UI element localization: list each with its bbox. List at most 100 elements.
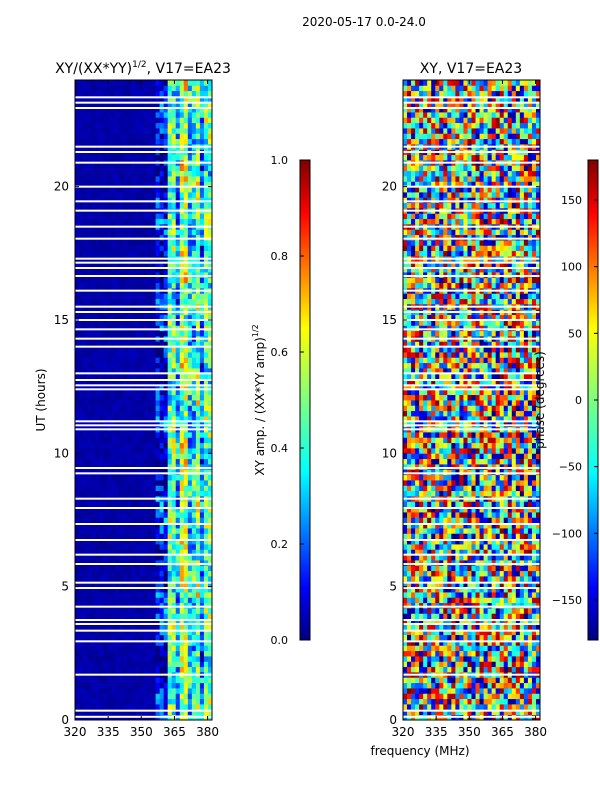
heatmap-cell: [151, 565, 156, 572]
heatmap-cell: [119, 378, 124, 385]
heatmap-cell: [483, 618, 489, 625]
heatmap-cell: [131, 362, 136, 369]
heatmap-cell: [107, 629, 112, 636]
heatmap-cell: [103, 560, 108, 566]
heatmap-cell: [471, 597, 476, 604]
heatmap-cell: [127, 410, 132, 417]
heatmap-cell: [423, 645, 428, 652]
heatmap-cell: [111, 437, 116, 444]
heatmap-cell: [95, 245, 100, 252]
heatmap-cell: [127, 128, 132, 134]
heatmap-cell: [187, 325, 193, 332]
heatmap-cell: [407, 698, 412, 705]
heatmap-cell: [135, 613, 140, 620]
heatmap-cell: [187, 90, 193, 97]
heatmap-cell: [95, 437, 100, 444]
y-tick-label: 0: [61, 713, 69, 727]
heatmap-cell: [187, 352, 193, 358]
heatmap-cell: [151, 618, 156, 625]
heatmap-cell: [183, 581, 189, 588]
heatmap-cell: [95, 480, 100, 486]
heatmap-cell: [119, 634, 124, 641]
heatmap-cell: [415, 704, 420, 710]
heatmap-cell: [183, 389, 189, 396]
heatmap-cell: [207, 613, 213, 620]
heatmap-cell: [171, 101, 177, 108]
heatmap-cell: [195, 634, 201, 641]
heatmap-cell: [463, 677, 468, 684]
heatmap-cell: [199, 416, 205, 422]
heatmap-cell: [87, 202, 92, 209]
heatmap-cell: [87, 405, 92, 412]
heatmap-cell: [495, 709, 501, 716]
heatmap-cell: [79, 522, 84, 529]
heatmap-cell: [151, 538, 156, 545]
heatmap-cell: [123, 202, 128, 209]
heatmap-cell: [135, 410, 140, 417]
heatmap-cell: [479, 645, 484, 652]
heatmap-cell: [107, 512, 112, 518]
heatmap-cell: [171, 480, 177, 486]
heatmap-cell: [183, 576, 189, 582]
heatmap-cell: [187, 421, 193, 428]
heatmap-cell: [115, 421, 120, 428]
heatmap-cell: [135, 400, 140, 406]
heatmap-cell: [183, 602, 189, 609]
heatmap-cell: [203, 218, 209, 225]
heatmap-cell: [135, 650, 140, 657]
heatmap-cell: [115, 352, 120, 358]
heatmap-cell: [111, 410, 116, 417]
heatmap-cell: [507, 661, 513, 668]
heatmap-cell: [427, 645, 432, 652]
heatmap-cell: [75, 389, 80, 396]
heatmap-cell: [115, 693, 120, 700]
heatmap-cell: [155, 128, 161, 134]
heatmap-cell: [91, 298, 96, 305]
heatmap-cell: [75, 90, 80, 97]
heatmap-cell: [155, 624, 161, 630]
heatmap-cell: [155, 629, 161, 636]
heatmap-cell: [427, 640, 432, 646]
heatmap-cell: [147, 538, 152, 545]
heatmap-cell: [87, 469, 92, 476]
heatmap-cell: [515, 666, 521, 673]
heatmap-cell: [123, 101, 128, 108]
heatmap-cell: [155, 693, 161, 700]
heatmap-cell: [83, 586, 88, 593]
heatmap-cell: [139, 592, 144, 598]
heatmap-cell: [195, 165, 201, 172]
heatmap-cell: [91, 410, 96, 417]
heatmap-cell: [99, 330, 104, 337]
heatmap-cell: [167, 554, 173, 561]
heatmap-cell: [159, 506, 165, 513]
heatmap-cell: [135, 240, 140, 246]
heatmap-cell: [167, 677, 173, 684]
heatmap-cell: [187, 341, 193, 348]
heatmap-cell: [171, 346, 177, 353]
heatmap-cell: [203, 314, 209, 321]
heatmap-cell: [199, 277, 205, 284]
heatmap-cell: [107, 314, 112, 321]
heatmap-cell: [111, 677, 116, 684]
heatmap-cell: [95, 106, 100, 113]
heatmap-cell: [179, 218, 185, 225]
heatmap-cell: [95, 698, 100, 705]
heatmap-cell: [99, 618, 104, 625]
y-tick-label: 15: [54, 313, 69, 327]
heatmap-cell: [139, 618, 144, 625]
heatmap-cell: [167, 624, 173, 630]
heatmap-cell: [107, 650, 112, 657]
heatmap-cell: [535, 640, 541, 646]
heatmap-cell: [139, 352, 144, 358]
heatmap-cell: [147, 112, 152, 118]
heatmap-cell: [439, 629, 444, 636]
heatmap-cell: [99, 512, 104, 518]
heatmap-cell: [135, 362, 140, 369]
heatmap-cell: [159, 693, 165, 700]
heatmap-cell: [431, 650, 436, 657]
heatmap-cell: [159, 400, 165, 406]
heatmap-cell: [171, 549, 177, 556]
heatmap-cell: [203, 661, 209, 668]
heatmap-cell: [511, 629, 517, 636]
heatmap-cell: [463, 709, 468, 716]
